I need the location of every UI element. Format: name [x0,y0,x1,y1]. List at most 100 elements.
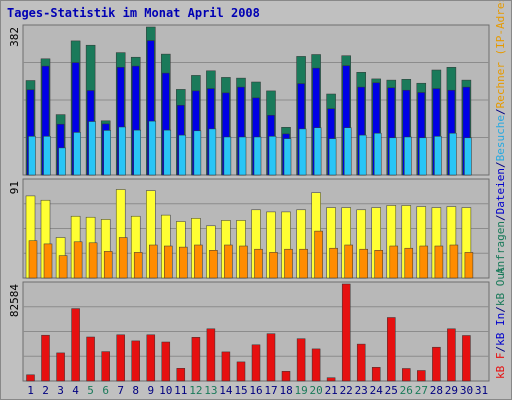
kbytes-bar-day-27 [417,370,426,382]
x-tick-label-13: 13 [204,384,217,397]
pages-bar-day-2 [43,136,51,176]
visits-bar-day-22 [344,244,353,279]
kbytes-bar-day-4 [71,308,80,382]
kbytes-bar-day-7 [116,334,125,382]
visits-bar-day-6 [103,251,113,279]
x-tick-label-31: 31 [475,384,488,397]
pages-bar-day-30 [464,137,472,176]
panel-3-ymax-label: 82584 [8,284,21,317]
kbytes-bar-day-13 [206,328,216,382]
x-tick-label-17: 17 [264,384,277,397]
x-tick-label-12: 12 [189,384,202,397]
x-tick-label-11: 11 [174,384,187,397]
legend-right-top-part-3: / [494,161,507,168]
pages-bar-day-24 [373,132,382,176]
pages-bar-day-23 [358,134,367,176]
kbytes-bar-day-19 [296,338,306,382]
x-tick-label-9: 9 [147,384,154,397]
pages-bar-day-29 [449,132,457,176]
x-tick-label-22: 22 [340,384,353,397]
kbytes-bar-day-9 [146,334,156,382]
pages-bar-day-12 [193,130,202,176]
x-tick-label-20: 20 [309,384,322,397]
x-tick-label-24: 24 [370,384,384,397]
pages-bar-day-17 [268,136,277,176]
visits-bar-day-17 [269,252,278,279]
pages-bar-day-25 [389,137,397,176]
legend-right-bottom: kB F/kB In/kB Out [494,266,507,379]
x-tick-label-6: 6 [102,384,109,397]
pages-bar-day-27 [419,137,427,176]
legend-right-bottom-part-4: kB Out [494,266,507,306]
visits-bar-day-11 [179,246,188,279]
kbytes-bar-day-11 [176,368,186,382]
x-tick-label-30: 30 [460,384,473,397]
pages-bar-day-20 [313,127,322,176]
visits-bar-day-10 [164,245,173,279]
x-tick-label-2: 2 [42,384,49,397]
kbytes-bar-day-8 [131,340,140,382]
panel-1-ymax-label: 382 [8,27,21,47]
x-tick-label-7: 7 [117,384,124,397]
x-tick-label-28: 28 [430,384,443,397]
legend-right-top-part-4: Besuche [494,115,507,161]
pages-bar-day-26 [404,136,412,176]
visits-bar-day-16 [254,248,263,279]
pages-bar-day-3 [58,147,66,176]
kbytes-bar-day-6 [101,351,110,382]
pages-bar-day-1 [28,136,36,176]
visits-bar-day-2 [43,243,53,279]
kbytes-bar-day-18 [281,371,291,382]
pages-bar-day-9 [148,120,157,176]
kbytes-bar-day-26 [402,368,411,382]
x-tick-label-3: 3 [57,384,64,397]
x-tick-label-27: 27 [415,384,428,397]
kbytes-bar-day-28 [432,346,441,382]
panel-2-ymax-label: 91 [8,181,21,194]
legend-right-top-part-5: / [494,108,507,115]
x-tick-label-15: 15 [234,384,247,397]
x-tick-label-5: 5 [87,384,94,397]
visits-bar-day-25 [389,245,399,279]
kbytes-bar-day-12 [191,337,201,382]
visits-bar-day-13 [209,250,218,279]
visits-bar-day-18 [284,248,293,279]
legend-right-bottom-part-2: kB In [494,313,507,346]
legend-right-top-part-2: Dateien [494,168,507,214]
kbytes-bar-day-16 [251,344,261,382]
kbytes-bar-day-3 [56,352,65,382]
pages-bar-day-4 [73,132,81,176]
pages-bar-day-21 [328,138,337,176]
visits-bar-day-15 [239,245,248,279]
kbytes-bar-day-14 [221,351,231,382]
pages-bar-day-11 [178,134,187,176]
visits-bar-day-5 [88,242,98,279]
visits-bar-day-28 [434,245,444,279]
kbytes-bar-day-10 [161,341,171,382]
x-tick-label-29: 29 [445,384,458,397]
visits-bar-day-4 [73,241,83,279]
x-tick-label-10: 10 [159,384,172,397]
visits-bar-day-26 [404,247,414,279]
kbytes-bar-day-22 [341,283,351,382]
chart-title: Tages-Statistik im Monat April 2008 [7,6,260,20]
visits-bar-day-7 [118,237,128,279]
visits-bar-day-21 [329,247,338,279]
pages-bar-day-10 [163,129,172,176]
visits-bar-day-9 [149,244,158,279]
x-tick-label-18: 18 [279,384,292,397]
pages-bar-day-22 [343,127,352,176]
visits-bar-day-3 [58,255,68,279]
legend-right-top-part-0: Anfragen [494,221,507,274]
kbytes-bar-day-30 [462,335,471,382]
x-tick-label-21: 21 [325,384,338,397]
pages-bar-day-8 [133,129,141,176]
kbytes-bar-day-20 [311,348,321,382]
x-tick-label-1: 1 [27,384,34,397]
visits-bar-day-23 [359,248,368,279]
pages-bar-day-16 [253,136,262,176]
pages-bar-day-7 [118,126,126,176]
visits-bar-day-27 [419,245,429,279]
legend-right-top-part-6: Rechner (IP-Adressen) [494,1,507,108]
